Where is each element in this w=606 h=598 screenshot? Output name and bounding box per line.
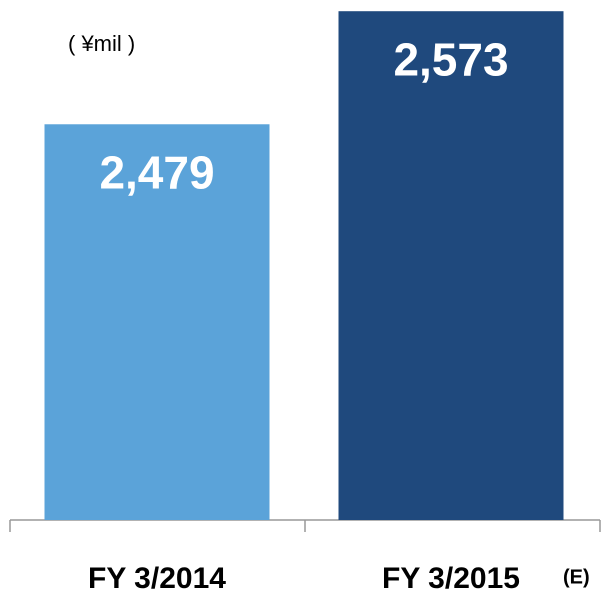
bar — [44, 124, 270, 521]
value-label: 2,573 — [393, 33, 508, 85]
value-label: 2,479 — [99, 146, 214, 198]
bar — [338, 11, 564, 521]
estimate-annotation: (E) — [563, 566, 590, 588]
x-tick-label: FY 3/2014 — [88, 562, 226, 595]
unit-label: ( ¥mil ) — [68, 31, 135, 56]
x-tick-label: FY 3/2015 — [382, 562, 520, 595]
